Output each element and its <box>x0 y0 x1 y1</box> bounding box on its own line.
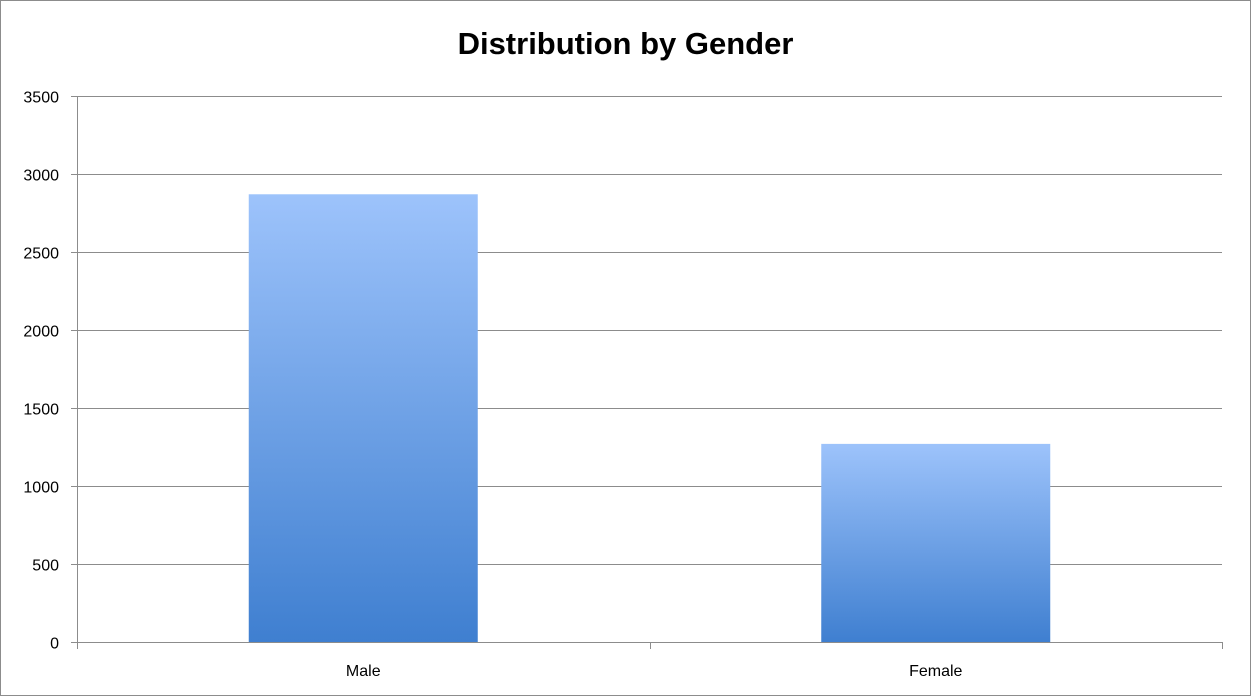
axes <box>71 96 1223 649</box>
y-tick-label: 0 <box>50 636 59 653</box>
bar-female <box>821 443 1051 642</box>
y-tick-label: 1000 <box>23 480 59 497</box>
y-tick-label: 3500 <box>23 90 59 107</box>
x-tick-label: Male <box>346 663 381 680</box>
y-tick-label: 500 <box>32 558 59 575</box>
y-tick-label: 2500 <box>23 246 59 263</box>
bars <box>248 194 1051 642</box>
x-tick-label: Female <box>909 663 962 680</box>
chart-title: Distribution by Gender <box>457 26 794 61</box>
y-tick-label: 3000 <box>23 168 59 185</box>
bar-male <box>248 194 478 642</box>
tick-labels: 0 500 1000 1500 2000 2500 3000 3500 Male Female <box>23 90 962 681</box>
y-tick-label: 1500 <box>23 402 59 419</box>
y-tick-label: 2000 <box>23 324 59 341</box>
